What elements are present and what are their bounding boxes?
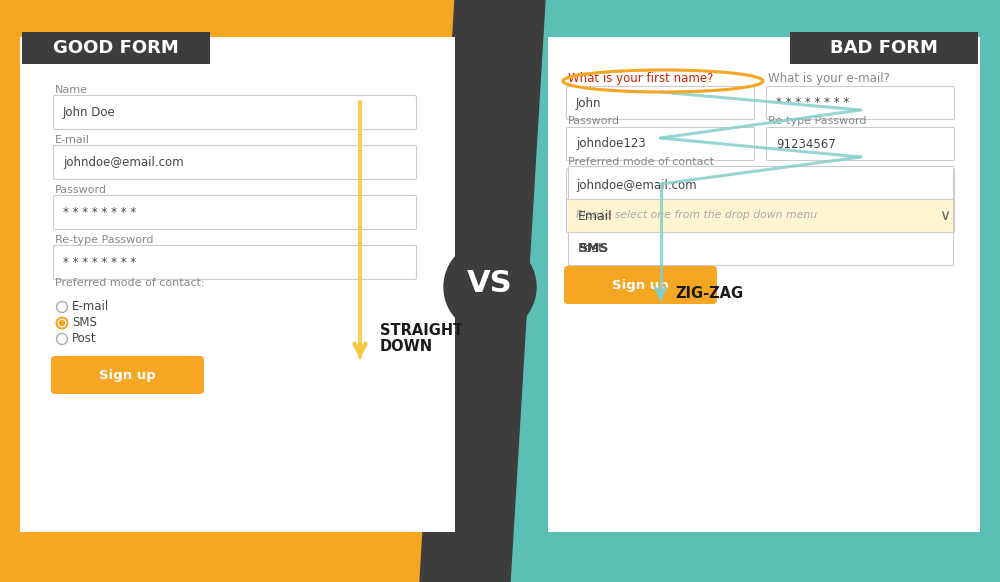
Text: Password: Password — [568, 116, 620, 126]
Text: Sign up: Sign up — [99, 368, 155, 381]
Bar — [568, 199, 953, 232]
FancyBboxPatch shape — [767, 87, 954, 119]
Text: Password: Password — [55, 185, 107, 195]
Text: * * * * * * * *: * * * * * * * * — [63, 256, 136, 269]
Polygon shape — [480, 328, 498, 351]
Text: What is your e-mail?: What is your e-mail? — [768, 72, 890, 85]
FancyBboxPatch shape — [566, 127, 755, 161]
Bar — [790, 32, 978, 64]
Text: Preferred mode of contact:: Preferred mode of contact: — [55, 278, 205, 288]
FancyBboxPatch shape — [564, 266, 717, 304]
Text: What is your first name?: What is your first name? — [568, 72, 713, 85]
Bar — [500, 0, 1000, 582]
FancyBboxPatch shape — [51, 356, 204, 394]
Text: ∨: ∨ — [939, 208, 950, 223]
Text: GOOD FORM: GOOD FORM — [53, 39, 179, 57]
Text: BAD FORM: BAD FORM — [830, 39, 938, 57]
Text: Sign up: Sign up — [612, 279, 668, 292]
FancyBboxPatch shape — [566, 169, 954, 201]
Text: * * * * * * * *: * * * * * * * * — [63, 206, 136, 219]
Text: E-mail/ SMS/ Post: E-mail/ SMS/ Post — [568, 198, 665, 208]
Text: johndoe123: johndoe123 — [576, 137, 646, 151]
Text: * * * * * * * *: * * * * * * * * — [776, 97, 849, 109]
Text: STRAIGHT
DOWN: STRAIGHT DOWN — [380, 323, 463, 354]
Bar — [548, 37, 980, 532]
Text: SMS: SMS — [578, 243, 608, 255]
Text: Post: Post — [72, 332, 97, 346]
Circle shape — [444, 241, 536, 333]
Text: E-mail: E-mail — [55, 135, 90, 145]
Circle shape — [59, 320, 65, 326]
Text: Preferred mode of contact: Preferred mode of contact — [568, 157, 714, 167]
Bar — [568, 166, 953, 265]
FancyBboxPatch shape — [54, 196, 416, 229]
FancyBboxPatch shape — [54, 246, 416, 279]
Bar — [22, 32, 210, 64]
FancyBboxPatch shape — [767, 127, 954, 161]
Text: Please select one from the drop down menu: Please select one from the drop down men… — [576, 211, 817, 221]
FancyBboxPatch shape — [566, 87, 755, 119]
Text: 91234567: 91234567 — [776, 137, 836, 151]
Text: johndoe@email.com: johndoe@email.com — [63, 156, 184, 169]
Text: John Doe: John Doe — [63, 106, 116, 119]
Text: VS: VS — [467, 269, 513, 299]
FancyBboxPatch shape — [54, 95, 416, 130]
Text: John: John — [576, 97, 602, 109]
FancyBboxPatch shape — [566, 200, 954, 232]
Text: johndoe@email.com: johndoe@email.com — [576, 179, 697, 191]
Text: E-mail: E-mail — [72, 300, 109, 314]
Bar — [20, 37, 455, 532]
Text: Re-type Password: Re-type Password — [55, 235, 154, 245]
Polygon shape — [420, 0, 545, 582]
Text: ZIG-ZAG: ZIG-ZAG — [676, 286, 744, 301]
Text: SMS: SMS — [72, 317, 97, 329]
Text: Post: Post — [578, 243, 604, 255]
Text: Name: Name — [55, 85, 88, 95]
Text: Re-type Password: Re-type Password — [768, 116, 866, 126]
FancyBboxPatch shape — [54, 146, 416, 179]
Text: Email: Email — [578, 210, 613, 222]
